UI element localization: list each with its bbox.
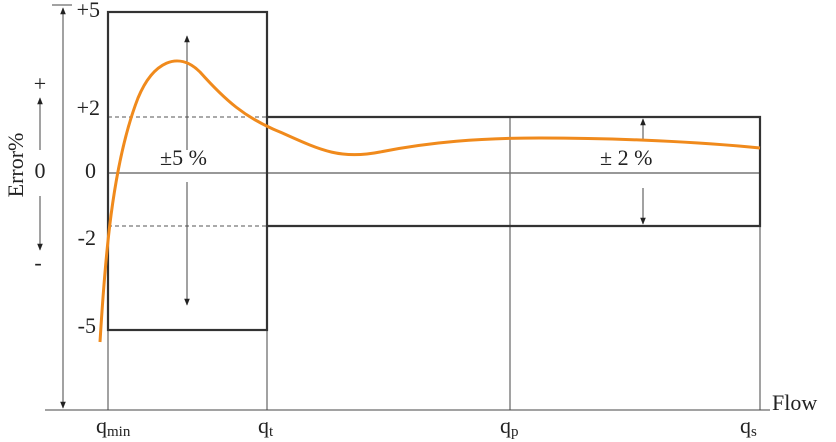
y-axis-zero: 0 — [35, 158, 46, 183]
x-axis-title: Flow — [772, 390, 817, 415]
y-axis-minus: - — [34, 250, 41, 275]
narrow-band-label: ± 2 % — [600, 145, 652, 170]
x-symbol: q — [258, 413, 269, 438]
y-label: 0 — [85, 158, 96, 183]
x-symbol: q — [96, 413, 107, 438]
x-sub: s — [751, 424, 757, 440]
x-symbol: q — [500, 413, 511, 438]
y-label: +5 — [77, 0, 100, 22]
y-label: +2 — [77, 95, 100, 120]
wide-band-label: ±5 % — [160, 145, 207, 170]
x-sub: t — [269, 424, 274, 440]
x-label: qp — [500, 413, 519, 440]
x-label: qmin — [96, 413, 131, 440]
x-symbol: q — [740, 413, 751, 438]
y-axis-plus: + — [34, 71, 46, 96]
y-axis-title: Error% — [3, 133, 28, 198]
x-sub: min — [107, 424, 131, 440]
x-label: qt — [258, 413, 274, 440]
error-curve — [98, 59, 761, 343]
x-sub: p — [511, 424, 519, 440]
y-label: -2 — [78, 225, 96, 250]
x-label: qs — [740, 413, 757, 440]
y-label: -5 — [78, 313, 96, 338]
band-arrows — [37, 35, 646, 306]
frame — [45, 4, 770, 411]
